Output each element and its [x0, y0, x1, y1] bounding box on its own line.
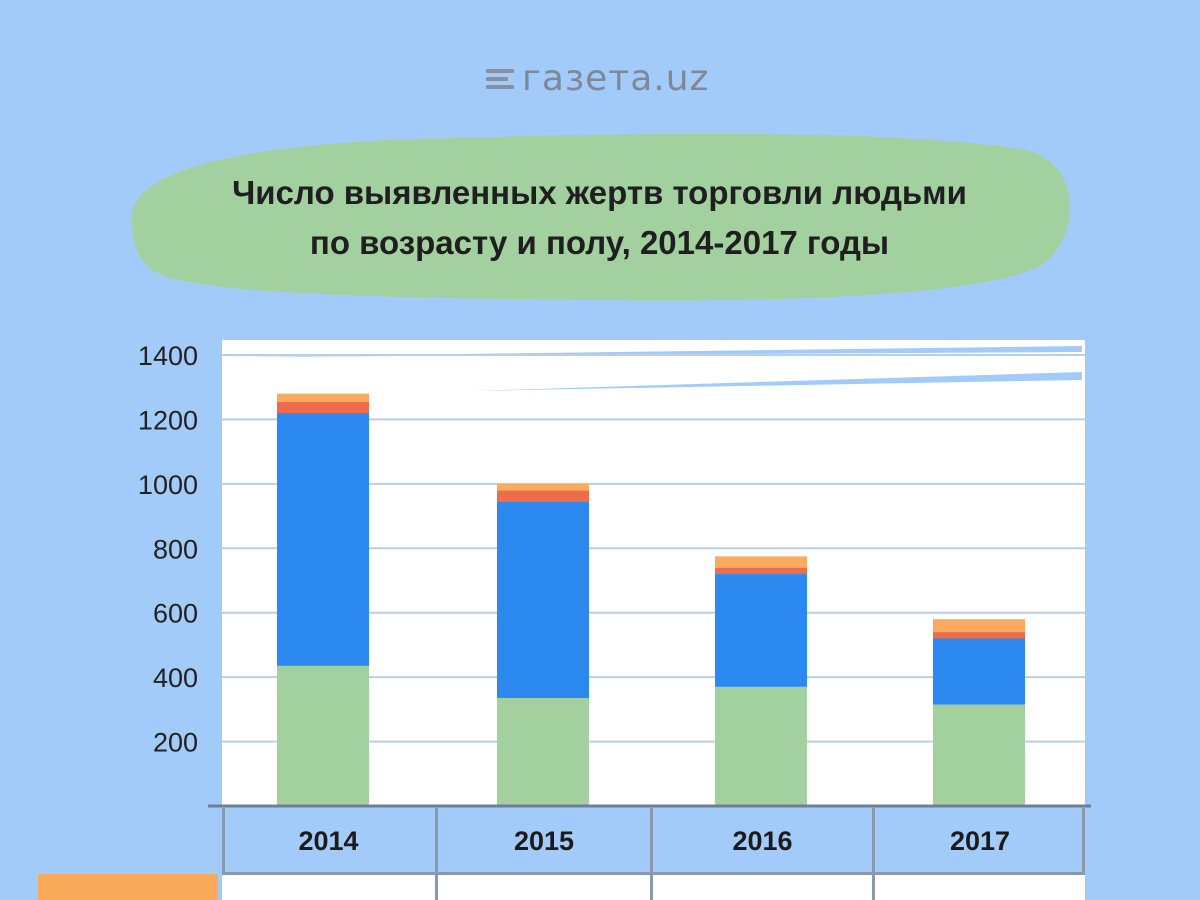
table-data-row — [222, 872, 1085, 900]
bar-segment — [497, 483, 589, 491]
bar-segment — [933, 638, 1025, 705]
bar-segment — [497, 490, 589, 502]
logo-mark-icon — [486, 68, 514, 89]
title-background — [131, 133, 1071, 301]
bar-segment — [933, 619, 1025, 633]
bar-segment — [277, 393, 369, 402]
y-tick-label: 600 — [153, 599, 198, 629]
table-divider — [650, 808, 653, 900]
chart-title-line-1: Число выявленных жертв торговли людьми — [232, 174, 967, 211]
y-tick-label: 800 — [153, 534, 198, 564]
logo-text: газета.uz — [522, 58, 710, 99]
table-header-year: 2014 — [298, 825, 359, 856]
bar-segment — [277, 412, 369, 666]
y-tick-label: 200 — [153, 728, 198, 758]
plot-brush-stroke — [470, 372, 1082, 391]
y-tick-label: 400 — [153, 663, 198, 693]
bar-segment — [497, 501, 589, 699]
legend-swatch-orange — [38, 874, 218, 900]
table-header-year: 2017 — [949, 825, 1011, 856]
bar-segment — [715, 686, 807, 806]
y-tick-label: 1400 — [138, 341, 198, 371]
table-divider — [872, 808, 875, 900]
bar-segment — [497, 698, 589, 806]
y-tick-label: 1000 — [138, 470, 198, 500]
logo: газета.uz — [486, 58, 709, 99]
bar-segment — [715, 567, 807, 575]
chart-title-line-2: по возрасту и полу, 2014-2017 годы — [309, 224, 890, 261]
bar-segment — [277, 401, 369, 413]
bar-segment — [715, 556, 807, 568]
y-tick-label: 1200 — [138, 405, 198, 435]
chart-title: Число выявленных жертв торговли людьми п… — [122, 168, 1077, 268]
bar-segment — [933, 632, 1025, 639]
year-table — [222, 808, 1085, 900]
table-header-year: 2015 — [513, 825, 575, 856]
table-divider — [435, 808, 438, 900]
bar-segment — [933, 704, 1025, 806]
table-header-year: 2016 — [732, 825, 793, 856]
bar-segment — [715, 574, 807, 687]
bar-segment — [277, 665, 369, 806]
